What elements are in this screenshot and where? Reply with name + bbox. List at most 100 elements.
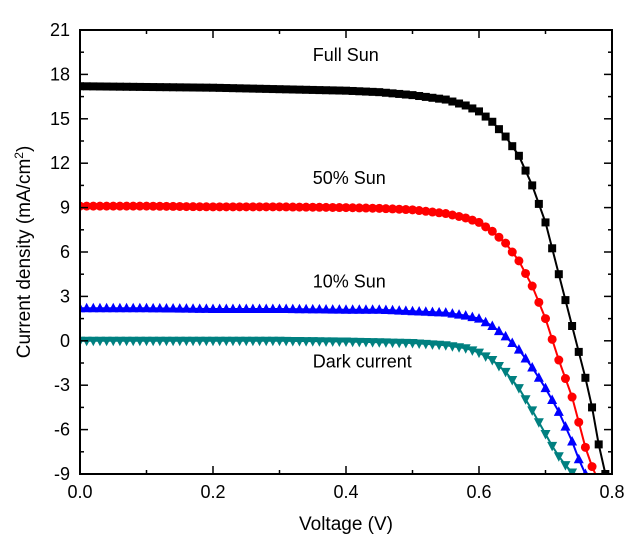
- data-point-3: [181, 336, 192, 347]
- data-point-2: [582, 468, 589, 474]
- data-point-3: [307, 337, 318, 347]
- data-point-1: [321, 202, 331, 212]
- data-point-1: [501, 238, 511, 248]
- data-point-0: [82, 82, 91, 91]
- data-point-2: [467, 311, 478, 322]
- series-annotation-3: Dark current: [313, 351, 412, 371]
- data-point-3: [261, 336, 272, 347]
- data-point-2: [194, 303, 205, 313]
- data-point-2: [128, 302, 139, 313]
- data-point-0: [594, 440, 603, 449]
- data-point-1: [527, 281, 537, 291]
- data-point-0: [601, 470, 610, 474]
- data-point-3: [148, 336, 159, 347]
- data-point-0: [348, 86, 357, 95]
- data-point-2: [334, 304, 345, 314]
- data-point-0: [162, 83, 171, 92]
- data-point-1: [255, 202, 265, 212]
- data-point-2: [281, 303, 292, 314]
- data-point-0: [468, 104, 477, 113]
- data-point-2: [533, 372, 544, 382]
- data-point-0: [381, 88, 390, 97]
- data-point-2: [267, 303, 278, 313]
- y-tick-label: 18: [50, 64, 70, 84]
- data-point-3: [234, 336, 245, 347]
- data-point-0: [408, 91, 417, 100]
- data-point-3: [214, 336, 225, 347]
- data-point-1: [408, 205, 417, 215]
- data-point-1: [301, 202, 311, 212]
- data-point-3: [174, 336, 185, 347]
- data-point-3: [274, 336, 285, 347]
- data-point-2: [208, 303, 218, 313]
- data-point-2: [94, 302, 105, 313]
- data-point-1: [474, 217, 484, 227]
- data-point-0: [262, 84, 271, 93]
- series-layer: [80, 82, 610, 474]
- data-point-0: [268, 85, 277, 94]
- data-point-3: [334, 337, 345, 347]
- data-point-0: [89, 82, 98, 91]
- data-point-2: [321, 303, 332, 314]
- data-point-0: [235, 84, 244, 93]
- data-point-0: [302, 85, 311, 94]
- x-tick-label: 0.2: [200, 482, 225, 502]
- data-point-3: [553, 452, 564, 462]
- data-point-2: [553, 406, 564, 416]
- data-point-0: [428, 93, 437, 102]
- data-point-2: [88, 302, 99, 313]
- data-point-1: [128, 201, 138, 211]
- data-point-1: [560, 374, 570, 384]
- data-point-0: [455, 99, 464, 108]
- x-tick-label: 0.6: [466, 482, 491, 502]
- data-point-1: [148, 201, 158, 211]
- data-point-0: [308, 85, 317, 94]
- data-point-0: [501, 132, 510, 141]
- data-point-2: [573, 453, 584, 464]
- data-point-0: [322, 86, 331, 95]
- data-point-3: [354, 337, 365, 348]
- data-point-2: [480, 316, 491, 327]
- data-point-0: [315, 86, 324, 95]
- data-point-3: [527, 406, 538, 416]
- data-point-3: [547, 441, 558, 452]
- data-point-1: [275, 202, 284, 212]
- data-point-2: [254, 303, 265, 313]
- data-point-3: [500, 367, 511, 378]
- data-point-1: [541, 314, 550, 324]
- data-point-2: [294, 303, 305, 314]
- data-point-1: [228, 202, 238, 212]
- data-point-3: [247, 336, 258, 347]
- data-point-1: [554, 355, 564, 365]
- data-point-3: [341, 337, 351, 348]
- data-point-2: [500, 330, 511, 341]
- y-tick-label: -6: [54, 420, 70, 440]
- y-axis-title: Current density (mA/cm2): [12, 146, 35, 359]
- data-point-1: [122, 201, 132, 211]
- data-point-2: [414, 305, 425, 316]
- data-point-2: [148, 302, 159, 313]
- data-point-1: [567, 392, 577, 402]
- data-point-1: [294, 202, 304, 212]
- data-point-3: [294, 337, 305, 347]
- data-point-0: [534, 199, 543, 208]
- data-point-3: [560, 461, 571, 471]
- data-point-0: [80, 82, 84, 91]
- data-point-1: [201, 202, 211, 212]
- data-point-2: [241, 303, 252, 313]
- data-point-1: [348, 203, 358, 213]
- data-point-3: [281, 336, 292, 347]
- data-point-0: [95, 82, 104, 91]
- data-point-3: [188, 336, 199, 347]
- data-point-1: [421, 206, 431, 216]
- data-point-3: [94, 336, 105, 347]
- data-point-0: [461, 101, 470, 110]
- data-point-3: [221, 336, 232, 347]
- data-point-0: [401, 90, 410, 99]
- data-point-2: [507, 337, 518, 348]
- data-point-1: [88, 201, 98, 211]
- data-point-0: [588, 403, 597, 412]
- data-point-3: [267, 336, 278, 347]
- data-point-2: [493, 325, 504, 336]
- data-point-0: [129, 82, 138, 91]
